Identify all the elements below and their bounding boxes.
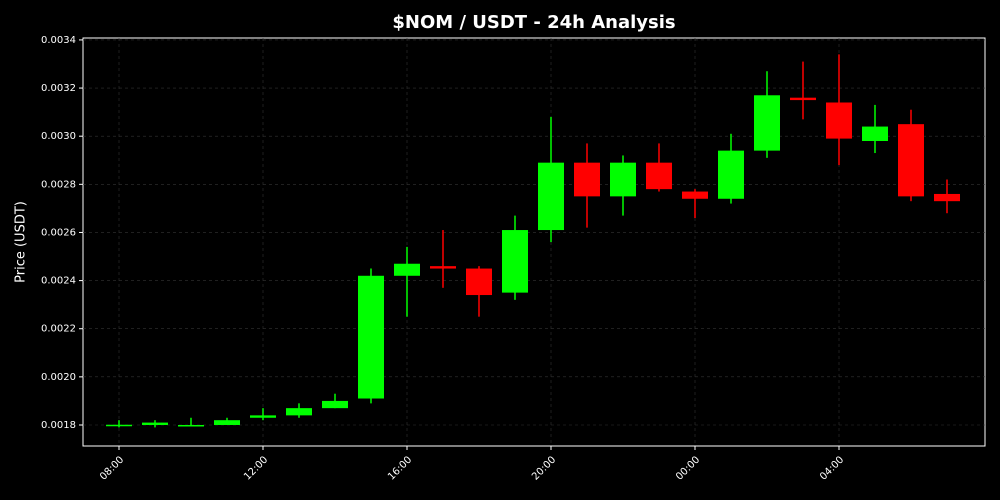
- candle-body: [250, 415, 276, 418]
- candle-body: [358, 275, 384, 399]
- candle-body: [790, 97, 816, 101]
- candle-body: [502, 230, 528, 293]
- candle-body: [394, 263, 420, 276]
- candle-body: [610, 162, 636, 197]
- candle-body: [430, 266, 456, 269]
- candle-body: [574, 162, 600, 197]
- candle-body: [322, 400, 348, 409]
- candle-body: [214, 420, 240, 425]
- candle-body: [142, 422, 168, 425]
- candle-body: [754, 95, 780, 151]
- candle-body: [286, 408, 312, 416]
- candle-body: [898, 124, 924, 197]
- candle-body: [178, 424, 204, 427]
- y-tick-label: 0.0020: [41, 372, 76, 383]
- x-tick-label: 16:00: [386, 454, 414, 482]
- x-tick-label: 04:00: [818, 454, 846, 482]
- candle-body: [826, 102, 852, 139]
- candle-body: [646, 162, 672, 190]
- candle-body: [862, 126, 888, 142]
- candle-body: [934, 193, 960, 202]
- y-tick-label: 0.0034: [41, 35, 76, 46]
- y-tick-label: 0.0024: [41, 276, 76, 287]
- x-tick-label: 12:00: [242, 454, 270, 482]
- chart-title: $NOM / USDT - 24h Analysis: [392, 12, 675, 33]
- y-tick-label: 0.0022: [41, 324, 76, 335]
- y-tick-label: 0.0026: [41, 227, 76, 238]
- candle-body: [466, 268, 492, 296]
- candle-body: [538, 162, 564, 231]
- y-axis-label: Price (USDT): [14, 201, 29, 283]
- candle-body: [682, 191, 708, 199]
- y-tick-label: 0.0018: [41, 420, 76, 431]
- plot-area: [82, 37, 986, 447]
- x-tick-label: 08:00: [98, 454, 126, 482]
- y-tick-label: 0.0032: [41, 83, 76, 94]
- y-tick-label: 0.0028: [41, 179, 76, 190]
- x-tick-label: 20:00: [530, 454, 558, 482]
- candle-body: [106, 424, 132, 427]
- y-tick-label: 0.0030: [41, 131, 76, 142]
- x-tick-label: 00:00: [674, 454, 702, 482]
- candle-body: [718, 150, 744, 199]
